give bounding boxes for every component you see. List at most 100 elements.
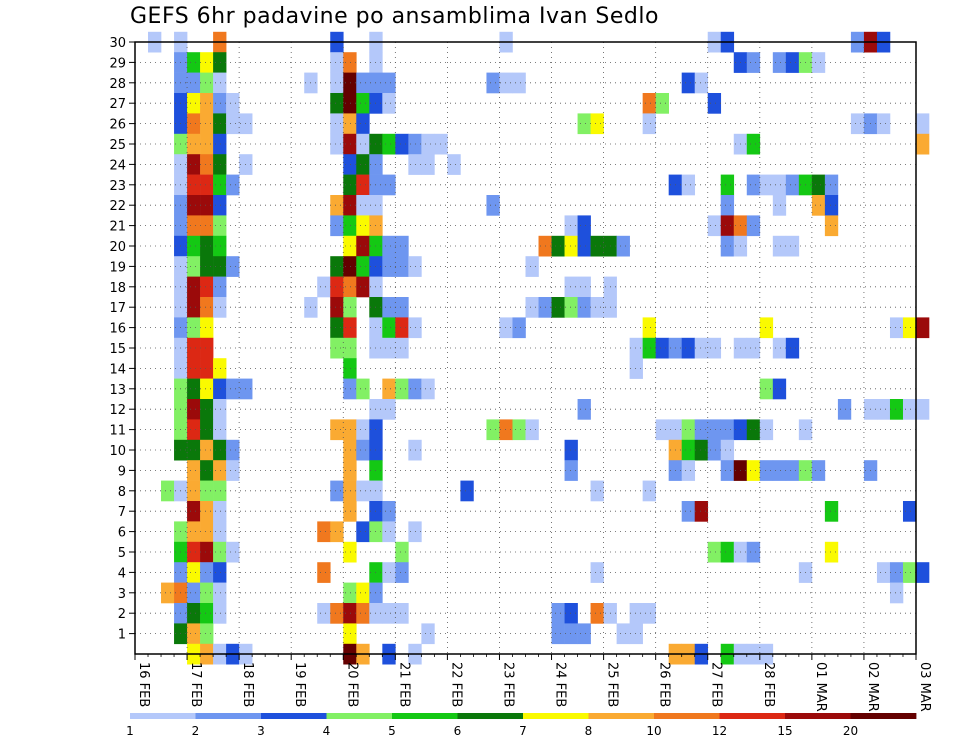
heatmap-cell (187, 562, 201, 583)
heatmap-cell (811, 460, 826, 481)
heatmap-cell (850, 113, 865, 135)
heatmap-cell (486, 419, 500, 441)
heatmap-cell (525, 297, 539, 318)
y-tick-label: 12 (109, 403, 126, 418)
heatmap-cell (772, 195, 787, 216)
grid-lines (134, 41, 917, 654)
heatmap-cell (200, 235, 214, 257)
heatmap-cell (629, 623, 643, 645)
heatmap-cell (356, 521, 370, 543)
heatmap-cell (512, 419, 526, 441)
heatmap-cell (213, 52, 227, 73)
heatmap-cell (356, 215, 370, 237)
heatmap-cell (187, 113, 201, 135)
heatmap-cell (707, 93, 722, 114)
heatmap-cell (213, 399, 227, 420)
heatmap-cell (824, 215, 839, 237)
heatmap-cell (213, 93, 227, 114)
colorbar-swatch (261, 713, 327, 719)
heatmap-cell (720, 541, 735, 563)
heatmap-cell (187, 317, 201, 339)
heatmap-cell (213, 378, 227, 400)
heatmap-cell (343, 358, 357, 379)
colorbar-label: 6 (454, 724, 462, 738)
heatmap-cell (343, 603, 357, 624)
heatmap-cell (343, 419, 357, 441)
heatmap-cell (187, 174, 201, 196)
y-tick-label: 6 (118, 526, 126, 541)
heatmap-cell (642, 603, 656, 624)
x-tick-label: 21 FEB (396, 662, 411, 707)
y-tick-label: 18 (109, 281, 126, 296)
x-tick-label: 19 FEB (292, 662, 307, 707)
y-tick-label: 4 (118, 566, 126, 581)
heatmap-cell (200, 133, 214, 155)
colorbar-swatch (654, 713, 720, 719)
y-tick-label: 17 (109, 301, 126, 316)
heatmap-cell (655, 93, 669, 114)
heatmap-cell (200, 215, 214, 237)
heatmap-cell (499, 72, 513, 94)
heatmap-cell (785, 52, 800, 73)
heatmap-cell (707, 439, 722, 461)
heatmap-cell (577, 113, 591, 135)
heatmap-cell (616, 623, 630, 645)
heatmap-cell (447, 154, 461, 175)
heatmap-cell (772, 337, 787, 359)
y-tick-label: 16 (109, 322, 126, 337)
heatmap-cell (486, 72, 500, 94)
heatmap-cell (187, 521, 201, 543)
heatmap-cell (330, 113, 344, 135)
heatmap-cell (395, 256, 409, 277)
y-tick-label: 10 (109, 444, 126, 459)
y-tick-label: 9 (118, 464, 126, 479)
heatmap-cell (577, 276, 591, 298)
heatmap-cell (577, 399, 591, 420)
heatmap-cell (330, 52, 344, 73)
heatmap-cell (356, 276, 370, 298)
heatmap-cell (551, 235, 565, 257)
y-tick-label: 2 (118, 607, 126, 622)
heatmap-cell (226, 93, 240, 114)
heatmap-cell (343, 72, 357, 94)
heatmap-cell (317, 603, 331, 624)
heatmap-cell (759, 174, 774, 196)
heatmap-cell (837, 399, 852, 420)
heatmap-cell (200, 154, 214, 175)
heatmap-cell (330, 317, 344, 339)
y-tick-label: 7 (118, 505, 126, 520)
heatmap-cell (421, 378, 435, 400)
heatmap-cell (200, 358, 214, 379)
heatmap-cell (707, 541, 722, 563)
heatmap-cells (148, 31, 930, 665)
heatmap-cell (343, 133, 357, 155)
heatmap-cell (213, 582, 227, 604)
heatmap-cell (200, 195, 214, 216)
heatmap-cell (629, 358, 643, 379)
colorbar-label: 1 (126, 724, 134, 738)
heatmap-cell (889, 399, 904, 420)
heatmap-cell (382, 501, 396, 522)
heatmap-cell (707, 215, 722, 237)
heatmap-cell (187, 399, 201, 420)
colorbar-swatch (457, 713, 524, 719)
heatmap-cell (876, 562, 891, 583)
heatmap-cell (434, 133, 448, 155)
heatmap-cell (694, 419, 709, 441)
heatmap-cell (213, 541, 227, 563)
heatmap-cell (187, 460, 201, 481)
heatmap-cell (707, 337, 722, 359)
heatmap-cell (551, 297, 565, 318)
heatmap-cell (382, 378, 396, 400)
heatmap-cell (226, 378, 240, 400)
y-tick-label: 27 (109, 97, 126, 112)
y-tick-label: 11 (109, 424, 126, 439)
heatmap-cell (382, 337, 396, 359)
heatmap-cell (759, 460, 774, 481)
heatmap-cell (200, 276, 214, 298)
heatmap-cell (382, 256, 396, 277)
heatmap-cell (200, 419, 214, 441)
heatmap-cell (564, 603, 578, 624)
heatmap-cell (213, 460, 227, 481)
heatmap-cell (200, 113, 214, 135)
